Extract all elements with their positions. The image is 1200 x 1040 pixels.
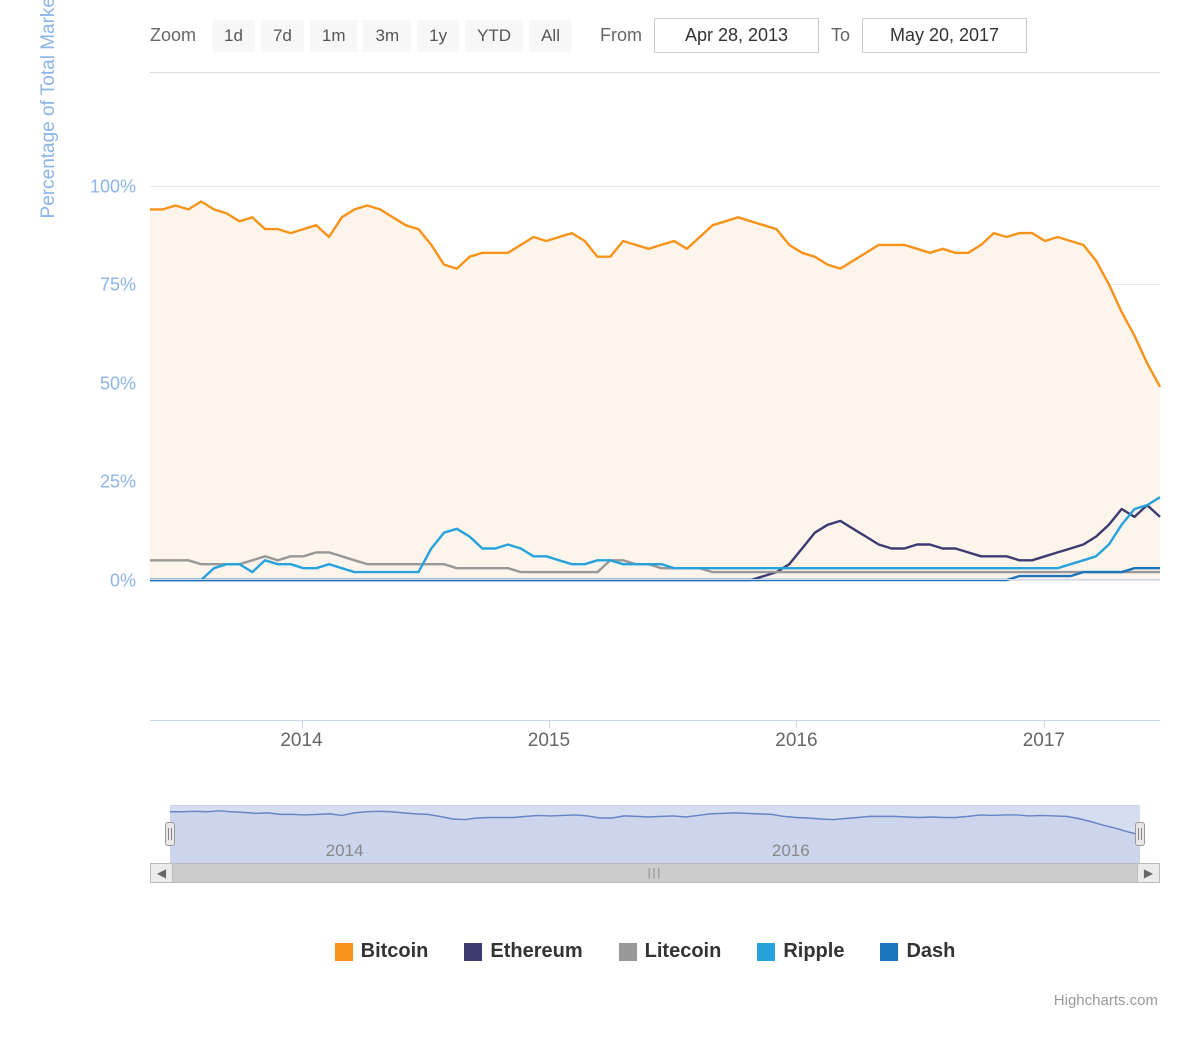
- range-selector: Zoom 1d 7d 1m 3m 1y YTD All From To: [150, 18, 1027, 53]
- range-all[interactable]: All: [529, 20, 572, 52]
- legend-swatch: [757, 943, 775, 961]
- main-chart[interactable]: Percentage of Total Market Cap 0%25%50%7…: [150, 170, 1160, 580]
- legend-item-dash[interactable]: Dash: [880, 940, 955, 963]
- legend-swatch: [619, 943, 637, 961]
- legend: Bitcoin Ethereum Litecoin Ripple Dash: [110, 940, 1180, 963]
- range-1m[interactable]: 1m: [310, 20, 358, 52]
- legend-label: Ripple: [783, 940, 844, 963]
- legend-item-ethereum[interactable]: Ethereum: [464, 940, 582, 963]
- legend-label: Dash: [906, 940, 955, 963]
- navigator-xtick: 2016: [772, 841, 810, 861]
- zoom-label: Zoom: [150, 25, 196, 46]
- range-ytd[interactable]: YTD: [465, 20, 523, 52]
- ytick-label: 25%: [100, 472, 136, 493]
- to-label: To: [831, 25, 850, 46]
- legend-label: Bitcoin: [361, 940, 429, 963]
- legend-swatch: [464, 943, 482, 961]
- credits-link[interactable]: Highcharts.com: [1054, 992, 1158, 1009]
- xaxis: 2014 2015 2016 2017: [150, 720, 1160, 760]
- legend-label: Litecoin: [645, 940, 722, 963]
- navigator-scrollbar[interactable]: ◀ ||| ▶: [150, 863, 1160, 883]
- range-1y[interactable]: 1y: [417, 20, 459, 52]
- ytick-label: 75%: [100, 275, 136, 296]
- ytick-label: 100%: [90, 176, 136, 197]
- yaxis-title: Percentage of Total Market Cap: [38, 0, 60, 290]
- navigator-handle-left[interactable]: [165, 822, 175, 846]
- xtick-label: 2015: [528, 730, 570, 752]
- xtick-label: 2014: [280, 730, 322, 752]
- range-1d[interactable]: 1d: [212, 20, 255, 52]
- navigator-xtick: 2014: [326, 841, 364, 861]
- range-7d[interactable]: 7d: [261, 20, 304, 52]
- from-date-input[interactable]: [654, 18, 819, 53]
- legend-label: Ethereum: [490, 940, 582, 963]
- xtick-label: 2017: [1023, 730, 1065, 752]
- legend-swatch: [880, 943, 898, 961]
- legend-item-ripple[interactable]: Ripple: [757, 940, 844, 963]
- legend-swatch: [335, 943, 353, 961]
- to-date-input[interactable]: [862, 18, 1027, 53]
- range-3m[interactable]: 3m: [363, 20, 411, 52]
- from-label: From: [600, 25, 642, 46]
- xtick-label: 2016: [775, 730, 817, 752]
- ytick-label: 50%: [100, 373, 136, 394]
- navigator-handle-right[interactable]: [1135, 822, 1145, 846]
- ytick-label: 0%: [110, 571, 136, 592]
- scroll-right-button[interactable]: ▶: [1137, 864, 1159, 882]
- legend-item-litecoin[interactable]: Litecoin: [619, 940, 722, 963]
- scroll-track[interactable]: |||: [173, 864, 1137, 882]
- navigator[interactable]: 2014 2016 ◀ ||| ▶: [150, 805, 1160, 883]
- scroll-left-button[interactable]: ◀: [151, 864, 173, 882]
- legend-item-bitcoin[interactable]: Bitcoin: [335, 940, 429, 963]
